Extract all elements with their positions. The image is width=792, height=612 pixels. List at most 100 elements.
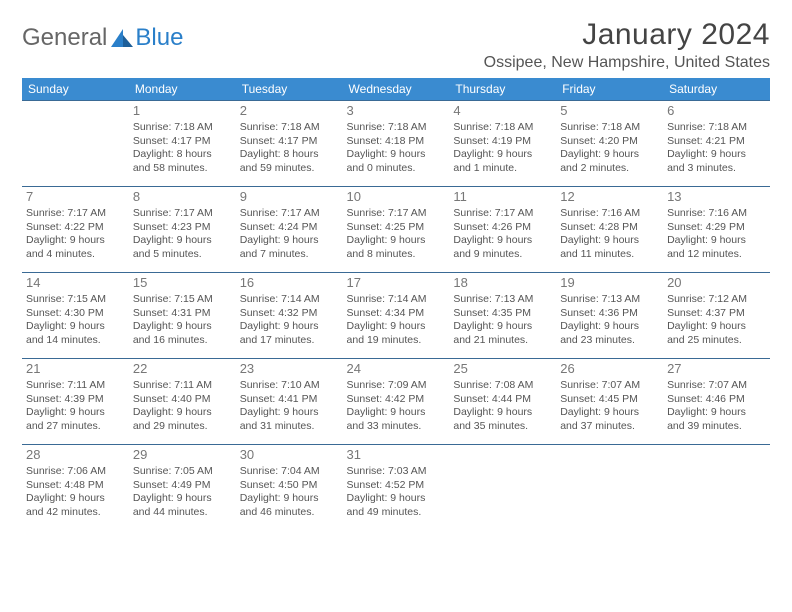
daylight-text: and 11 minutes.	[560, 248, 659, 262]
sunrise-text: Sunrise: 7:13 AM	[560, 293, 659, 307]
sunrise-text: Sunrise: 7:17 AM	[133, 207, 232, 221]
sunrise-text: Sunrise: 7:11 AM	[133, 379, 232, 393]
daylight-text: Daylight: 9 hours	[667, 406, 766, 420]
daylight-text: Daylight: 8 hours	[133, 148, 232, 162]
sunset-text: Sunset: 4:24 PM	[240, 221, 339, 235]
calendar-table: SundayMondayTuesdayWednesdayThursdayFrid…	[22, 78, 770, 531]
calendar-day-cell: 6Sunrise: 7:18 AMSunset: 4:21 PMDaylight…	[663, 101, 770, 187]
sunset-text: Sunset: 4:50 PM	[240, 479, 339, 493]
sunset-text: Sunset: 4:25 PM	[347, 221, 446, 235]
sunrise-text: Sunrise: 7:15 AM	[133, 293, 232, 307]
daylight-text: and 46 minutes.	[240, 506, 339, 520]
calendar-empty-cell	[556, 445, 663, 531]
weekday-header: Tuesday	[236, 78, 343, 101]
calendar-empty-cell	[22, 101, 129, 187]
calendar-day-cell: 23Sunrise: 7:10 AMSunset: 4:41 PMDayligh…	[236, 359, 343, 445]
sunset-text: Sunset: 4:20 PM	[560, 135, 659, 149]
day-number: 4	[453, 103, 552, 120]
sunrise-text: Sunrise: 7:04 AM	[240, 465, 339, 479]
calendar-day-cell: 3Sunrise: 7:18 AMSunset: 4:18 PMDaylight…	[343, 101, 450, 187]
daylight-text: and 21 minutes.	[453, 334, 552, 348]
sunset-text: Sunset: 4:48 PM	[26, 479, 125, 493]
sunrise-text: Sunrise: 7:18 AM	[667, 121, 766, 135]
day-number: 19	[560, 275, 659, 292]
sunrise-text: Sunrise: 7:17 AM	[453, 207, 552, 221]
sunset-text: Sunset: 4:45 PM	[560, 393, 659, 407]
daylight-text: Daylight: 9 hours	[453, 234, 552, 248]
day-number: 21	[26, 361, 125, 378]
logo-triangle-icon	[111, 29, 133, 47]
day-number: 22	[133, 361, 232, 378]
day-number: 24	[347, 361, 446, 378]
day-number: 31	[347, 447, 446, 464]
calendar-day-cell: 21Sunrise: 7:11 AMSunset: 4:39 PMDayligh…	[22, 359, 129, 445]
sunset-text: Sunset: 4:52 PM	[347, 479, 446, 493]
day-number: 18	[453, 275, 552, 292]
calendar-day-cell: 16Sunrise: 7:14 AMSunset: 4:32 PMDayligh…	[236, 273, 343, 359]
day-number: 20	[667, 275, 766, 292]
sunset-text: Sunset: 4:35 PM	[453, 307, 552, 321]
daylight-text: and 16 minutes.	[133, 334, 232, 348]
daylight-text: and 0 minutes.	[347, 162, 446, 176]
daylight-text: and 1 minute.	[453, 162, 552, 176]
calendar-day-cell: 9Sunrise: 7:17 AMSunset: 4:24 PMDaylight…	[236, 187, 343, 273]
day-number: 13	[667, 189, 766, 206]
daylight-text: Daylight: 9 hours	[347, 148, 446, 162]
calendar-day-cell: 30Sunrise: 7:04 AMSunset: 4:50 PMDayligh…	[236, 445, 343, 531]
day-number: 11	[453, 189, 552, 206]
daylight-text: and 7 minutes.	[240, 248, 339, 262]
sunrise-text: Sunrise: 7:16 AM	[667, 207, 766, 221]
daylight-text: and 17 minutes.	[240, 334, 339, 348]
day-number: 3	[347, 103, 446, 120]
day-number: 7	[26, 189, 125, 206]
daylight-text: Daylight: 9 hours	[453, 320, 552, 334]
sunrise-text: Sunrise: 7:16 AM	[560, 207, 659, 221]
day-number: 1	[133, 103, 232, 120]
daylight-text: and 3 minutes.	[667, 162, 766, 176]
daylight-text: Daylight: 9 hours	[133, 320, 232, 334]
daylight-text: and 59 minutes.	[240, 162, 339, 176]
daylight-text: and 23 minutes.	[560, 334, 659, 348]
sunset-text: Sunset: 4:18 PM	[347, 135, 446, 149]
day-number: 16	[240, 275, 339, 292]
sunset-text: Sunset: 4:30 PM	[26, 307, 125, 321]
sunset-text: Sunset: 4:26 PM	[453, 221, 552, 235]
daylight-text: Daylight: 9 hours	[667, 234, 766, 248]
day-number: 8	[133, 189, 232, 206]
daylight-text: and 44 minutes.	[133, 506, 232, 520]
sunset-text: Sunset: 4:31 PM	[133, 307, 232, 321]
daylight-text: Daylight: 9 hours	[26, 492, 125, 506]
day-number: 23	[240, 361, 339, 378]
calendar-day-cell: 12Sunrise: 7:16 AMSunset: 4:28 PMDayligh…	[556, 187, 663, 273]
day-number: 14	[26, 275, 125, 292]
calendar-day-cell: 18Sunrise: 7:13 AMSunset: 4:35 PMDayligh…	[449, 273, 556, 359]
day-number: 5	[560, 103, 659, 120]
sunrise-text: Sunrise: 7:08 AM	[453, 379, 552, 393]
weekday-header: Monday	[129, 78, 236, 101]
sunset-text: Sunset: 4:44 PM	[453, 393, 552, 407]
day-number: 17	[347, 275, 446, 292]
daylight-text: Daylight: 8 hours	[240, 148, 339, 162]
calendar-day-cell: 13Sunrise: 7:16 AMSunset: 4:29 PMDayligh…	[663, 187, 770, 273]
daylight-text: Daylight: 9 hours	[240, 492, 339, 506]
calendar-day-cell: 27Sunrise: 7:07 AMSunset: 4:46 PMDayligh…	[663, 359, 770, 445]
logo-text-1: General	[22, 24, 107, 52]
daylight-text: and 42 minutes.	[26, 506, 125, 520]
calendar-empty-cell	[449, 445, 556, 531]
day-number: 27	[667, 361, 766, 378]
daylight-text: Daylight: 9 hours	[133, 492, 232, 506]
sunrise-text: Sunrise: 7:14 AM	[347, 293, 446, 307]
sunrise-text: Sunrise: 7:13 AM	[453, 293, 552, 307]
day-number: 2	[240, 103, 339, 120]
daylight-text: and 8 minutes.	[347, 248, 446, 262]
sunrise-text: Sunrise: 7:07 AM	[560, 379, 659, 393]
daylight-text: Daylight: 9 hours	[240, 320, 339, 334]
sunrise-text: Sunrise: 7:18 AM	[560, 121, 659, 135]
calendar-day-cell: 10Sunrise: 7:17 AMSunset: 4:25 PMDayligh…	[343, 187, 450, 273]
calendar-day-cell: 11Sunrise: 7:17 AMSunset: 4:26 PMDayligh…	[449, 187, 556, 273]
daylight-text: and 27 minutes.	[26, 420, 125, 434]
title-block: January 2024 Ossipee, New Hampshire, Uni…	[484, 18, 770, 72]
calendar-day-cell: 20Sunrise: 7:12 AMSunset: 4:37 PMDayligh…	[663, 273, 770, 359]
sunset-text: Sunset: 4:29 PM	[667, 221, 766, 235]
daylight-text: Daylight: 9 hours	[667, 148, 766, 162]
